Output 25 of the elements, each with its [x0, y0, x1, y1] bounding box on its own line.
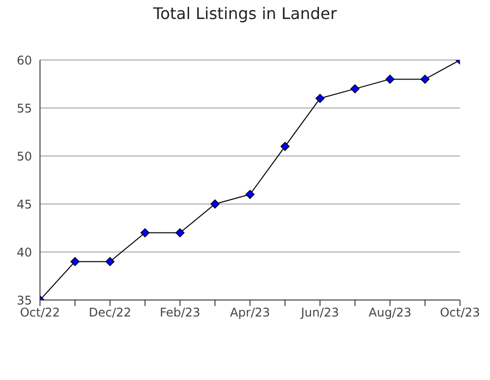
point — [350, 84, 360, 94]
point — [386, 74, 394, 84]
y-tick-label: 45 — [16, 197, 32, 212]
y-tick-label: 50 — [16, 149, 32, 164]
point — [140, 228, 150, 238]
x-tick-label: Jun/23 — [300, 306, 340, 320]
point — [420, 74, 430, 84]
x-tick-label: Oct/23 — [440, 306, 480, 320]
x-tick-label: Dec/22 — [88, 306, 132, 320]
point — [280, 142, 290, 151]
x-tick-label: Aug/23 — [368, 306, 412, 320]
point — [106, 257, 114, 266]
chart-title: Total Listings in Lander — [152, 4, 338, 23]
point — [246, 190, 254, 199]
point — [176, 228, 184, 238]
x-tick-label: Oct/22 — [20, 306, 60, 320]
y-tick-label: 60 — [16, 53, 32, 68]
y-tick-label: 40 — [16, 245, 32, 260]
x-tick-label: Apr/23 — [230, 306, 270, 320]
point — [70, 257, 80, 266]
point — [210, 200, 220, 208]
y-tick-label: 55 — [16, 101, 32, 116]
point — [316, 94, 324, 103]
x-tick-label: Feb/23 — [160, 306, 200, 320]
y-tick-label: 35 — [16, 293, 32, 308]
